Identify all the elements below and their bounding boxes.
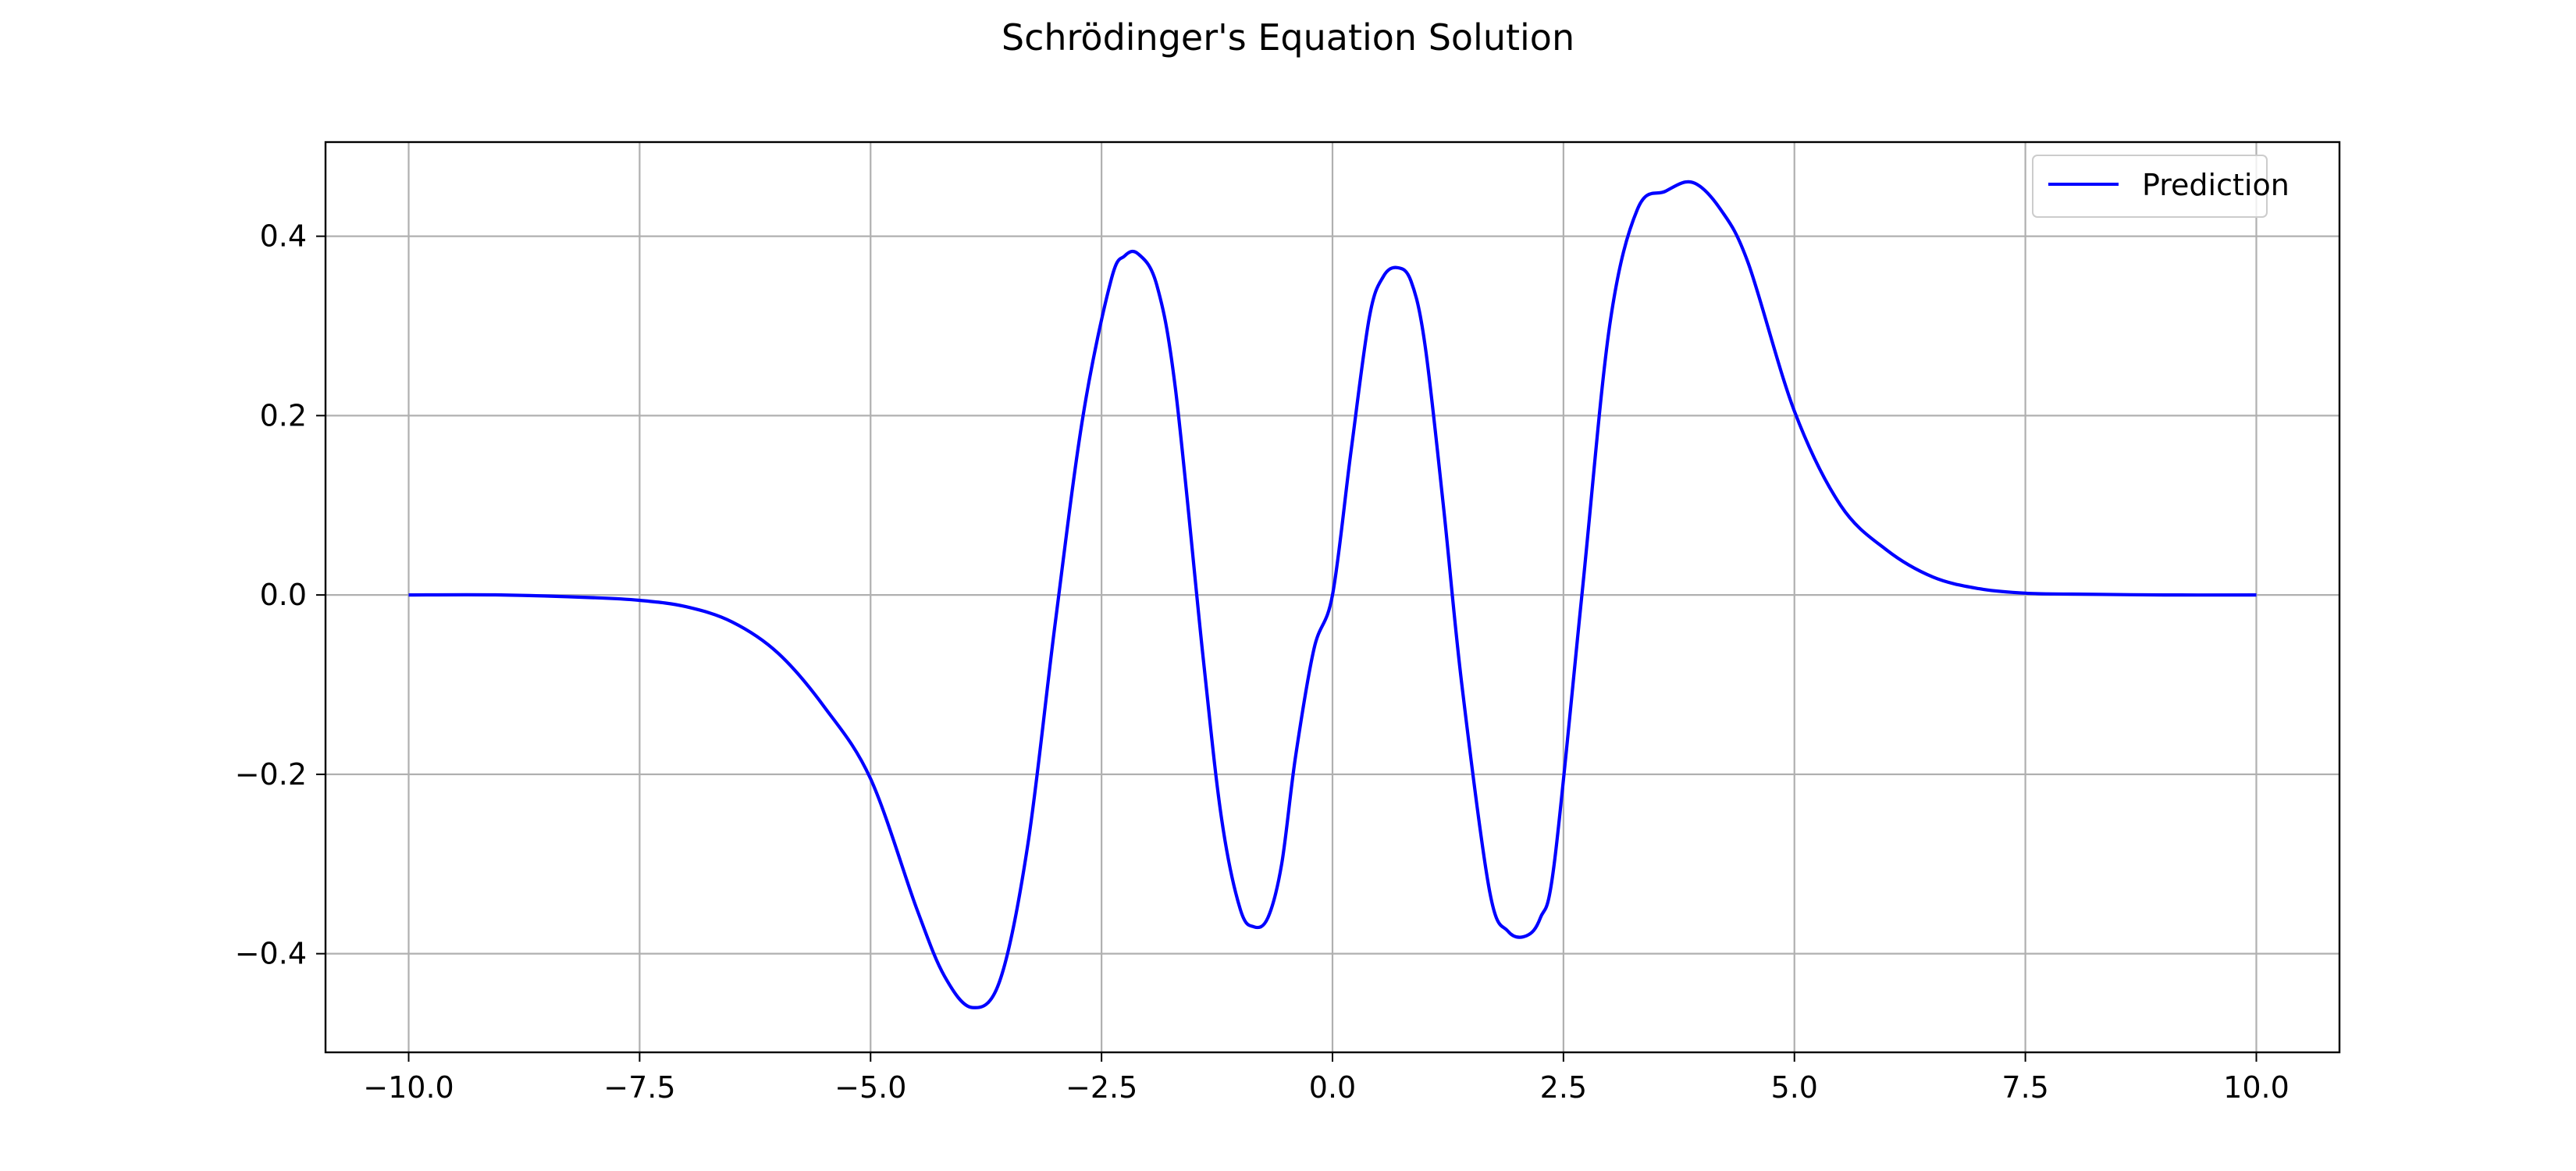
legend-label: Prediction xyxy=(2142,168,2290,202)
x-tick-label: 2.5 xyxy=(1540,1070,1587,1105)
x-tick-label: 7.5 xyxy=(2001,1070,2048,1105)
x-tick-label: −2.5 xyxy=(1066,1070,1137,1105)
x-tick-label: 5.0 xyxy=(1771,1070,1818,1105)
chart-title: Schrödinger's Equation Solution xyxy=(1002,16,1574,59)
x-tick-label: −7.5 xyxy=(603,1070,675,1105)
y-tick-label: 0.4 xyxy=(260,219,307,254)
x-tick-label: 0.0 xyxy=(1309,1070,1356,1105)
series-layer xyxy=(408,180,2257,1009)
x-tick-label: −5.0 xyxy=(834,1070,906,1105)
legend: Prediction xyxy=(2032,155,2290,218)
grid xyxy=(326,142,2339,1052)
series-line-prediction xyxy=(408,180,2257,1009)
x-tick-label: −10.0 xyxy=(363,1070,454,1105)
y-tick-label: 0.0 xyxy=(260,578,307,612)
legend-box xyxy=(2032,155,2268,218)
y-tick-label: −0.2 xyxy=(235,757,307,792)
y-tick-label: −0.4 xyxy=(235,937,307,971)
y-tick-label: 0.2 xyxy=(260,398,307,432)
tick-layer: −10.0 −7.5 −5.0 −2.5 0.0 2.5 5.0 7.5 10.0 −0.4 −0.… xyxy=(235,219,2290,1105)
x-tick-label: 10.0 xyxy=(2223,1070,2290,1105)
